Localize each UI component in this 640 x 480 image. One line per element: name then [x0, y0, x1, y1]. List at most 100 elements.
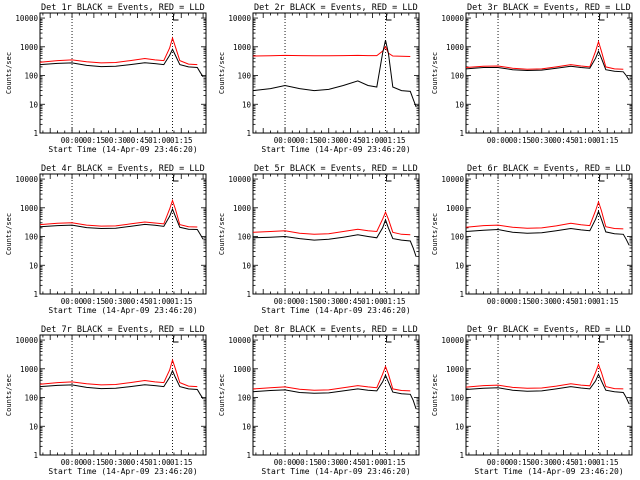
x-tick-label: 00:30: [530, 136, 553, 145]
x-tick-label: 01:15: [383, 136, 406, 145]
series-line-red: [39, 198, 198, 228]
chart-title: Det 7r BLACK = Events, RED = LLD: [41, 325, 205, 335]
series-line-black: [465, 49, 630, 81]
x-tick-label: 01:00: [361, 297, 384, 306]
x-axis-label: Start Time (14-Apr-09 23:46:20): [261, 306, 410, 315]
y-tick-label: 1000: [20, 365, 39, 374]
y-tick-label: 10: [29, 422, 39, 431]
x-tick-label: 01:00: [574, 458, 597, 467]
y-axis-label: Counts/sec: [218, 52, 226, 94]
y-tick-label: 1: [33, 290, 38, 299]
chart-title: Det 2r BLACK = Events, RED = LLD: [254, 3, 418, 13]
x-tick-label: 01:00: [148, 458, 171, 467]
plot-frame: [39, 173, 207, 295]
y-axis-label: Counts/sec: [5, 213, 13, 255]
y-tick-label: 100: [24, 394, 38, 403]
y-axis-label: Counts/sec: [218, 213, 226, 255]
x-tick-label: 00:00: [274, 297, 297, 306]
x-tick-label: 01:15: [383, 297, 406, 306]
y-tick-label: 10: [455, 261, 465, 270]
y-tick-label: 10: [29, 261, 39, 270]
x-axis-label: Start Time (14-Apr-09 23:46:20): [48, 306, 197, 315]
y-tick-label: 1: [246, 129, 251, 138]
y-tick-label: 10000: [441, 175, 464, 184]
x-tick-label: 00:45: [126, 136, 149, 145]
y-tick-label: 10000: [15, 14, 38, 23]
y-tick-label: 1: [459, 451, 464, 460]
chart-panel-6: Det 6r BLACK = Events, RED = LLD 1 10 100 10…: [431, 164, 633, 306]
x-axis-label: Start Time (14-Apr-09 23:46:20): [474, 467, 623, 476]
y-tick-label: 1000: [233, 204, 252, 213]
x-tick-label: 00:30: [317, 458, 340, 467]
y-tick-label: 10: [242, 422, 252, 431]
x-tick-label: 00:15: [296, 297, 319, 306]
y-tick-label: 10000: [441, 336, 464, 345]
interval-marker: [599, 336, 605, 343]
x-tick-label: 00:30: [104, 458, 127, 467]
chart-panel-2: Det 2r BLACK = Events, RED = LLD 1 10 100 10…: [218, 3, 420, 154]
x-tick-label: 00:30: [104, 297, 127, 306]
y-tick-label: 100: [24, 72, 38, 81]
x-axis-label: Start Time (14-Apr-09 23:46:20): [48, 467, 197, 476]
y-tick-label: 100: [237, 394, 251, 403]
chart-panel-1: Det 1r BLACK = Events, RED = LLD 1 10 100 10…: [5, 3, 207, 154]
chart-title: Det 6r BLACK = Events, RED = LLD: [467, 164, 631, 174]
x-tick-label: 01:00: [148, 136, 171, 145]
interval-marker: [386, 175, 392, 182]
x-tick-label: 00:00: [61, 136, 84, 145]
x-tick-label: 00:00: [274, 458, 297, 467]
x-tick-label: 01:15: [170, 297, 193, 306]
chart-panel-9: Det 9r BLACK = Events, RED = LLD 1 10 100 10…: [431, 325, 633, 476]
chart-title: Det 1r BLACK = Events, RED = LLD: [41, 3, 205, 13]
x-tick-label: 00:15: [83, 297, 106, 306]
series-line-red: [252, 45, 411, 57]
x-tick-label: 00:15: [296, 458, 319, 467]
y-tick-label: 10000: [15, 175, 38, 184]
plot-frame: [39, 334, 207, 456]
y-tick-label: 10000: [441, 14, 464, 23]
y-axis-label: Counts/sec: [218, 374, 226, 416]
interval-marker: [386, 336, 392, 343]
chart-title: Det 4r BLACK = Events, RED = LLD: [41, 164, 205, 174]
x-tick-label: 00:45: [552, 297, 575, 306]
chart-title: Det 5r BLACK = Events, RED = LLD: [254, 164, 418, 174]
y-axis-label: Counts/sec: [5, 374, 13, 416]
interval-marker: [386, 14, 392, 21]
y-tick-label: 1: [459, 129, 464, 138]
interval-marker: [173, 175, 179, 182]
y-tick-label: 10000: [228, 175, 251, 184]
series-line-black: [39, 207, 204, 240]
x-tick-label: 00:30: [317, 297, 340, 306]
x-tick-label: 00:45: [126, 458, 149, 467]
y-tick-label: 1: [33, 129, 38, 138]
x-tick-label: 00:30: [104, 136, 127, 145]
x-tick-label: 00:15: [296, 136, 319, 145]
series-line-black: [252, 218, 417, 257]
y-tick-label: 1: [246, 451, 251, 460]
plot-frame: [252, 173, 420, 295]
y-tick-label: 100: [450, 72, 464, 81]
series-line-red: [465, 363, 624, 390]
x-tick-label: 00:15: [509, 458, 532, 467]
x-axis-label: Start Time (14-Apr-09 23:46:20): [261, 467, 410, 476]
x-tick-label: 00:45: [126, 297, 149, 306]
x-tick-label: 01:00: [574, 136, 597, 145]
chart-title: Det 3r BLACK = Events, RED = LLD: [467, 3, 631, 13]
x-tick-label: 00:30: [530, 297, 553, 306]
y-tick-label: 100: [450, 394, 464, 403]
series-line-black: [465, 209, 630, 246]
x-axis-label: Start Time (14-Apr-09 23:46:20): [261, 145, 410, 154]
y-tick-label: 1: [33, 451, 38, 460]
x-tick-label: 01:15: [596, 297, 619, 306]
chart-title: Det 9r BLACK = Events, RED = LLD: [467, 325, 631, 335]
chart-title: Det 8r BLACK = Events, RED = LLD: [254, 325, 418, 335]
y-tick-label: 1000: [446, 43, 465, 52]
chart-panel-7: Det 7r BLACK = Events, RED = LLD 1 10 100 10…: [5, 325, 207, 476]
chart-panel-3: Det 3r BLACK = Events, RED = LLD 1 10 100 10…: [431, 3, 633, 145]
y-tick-label: 10000: [228, 14, 251, 23]
x-tick-label: 00:00: [487, 458, 510, 467]
y-tick-label: 1000: [233, 365, 252, 374]
y-tick-label: 10000: [228, 336, 251, 345]
x-tick-label: 01:00: [361, 136, 384, 145]
